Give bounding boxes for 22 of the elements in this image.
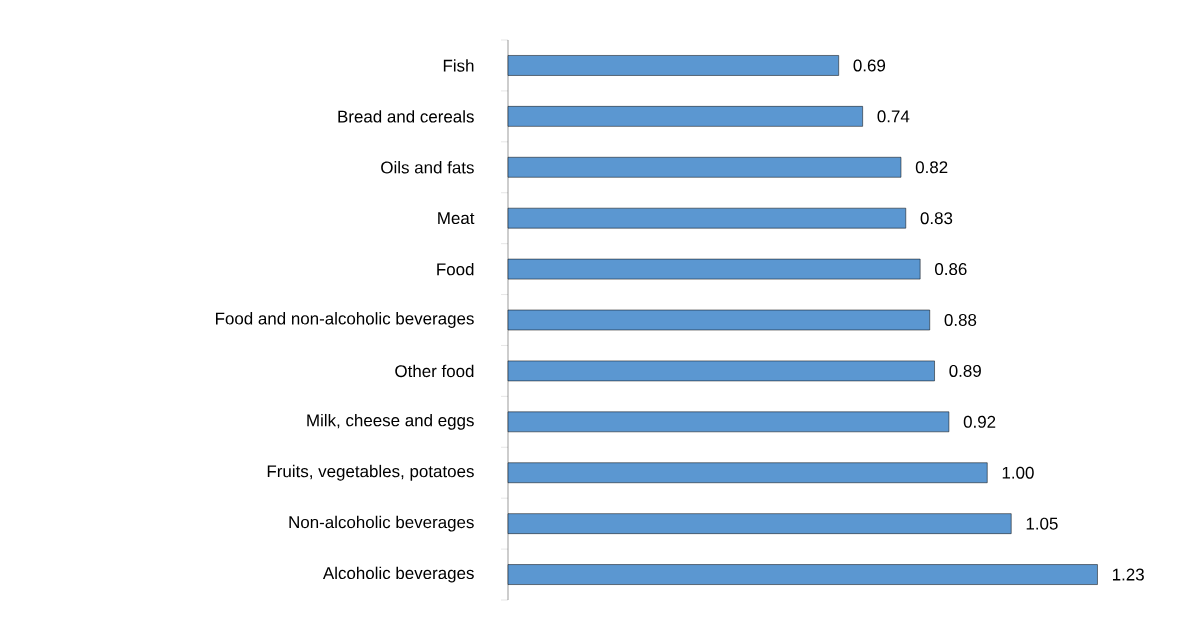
y-tick-label: Oils and fats: [381, 161, 474, 174]
data-label: 0.83: [920, 212, 953, 225]
data-label: 0.82: [915, 161, 948, 174]
data-label: 0.69: [853, 59, 886, 72]
y-tick-label: Non-alcoholic beverages: [289, 515, 474, 532]
data-label: 1.05: [1026, 517, 1058, 530]
y-tick-label: Other food: [395, 364, 474, 378]
y-tick-label: Fish: [443, 59, 474, 72]
data-label: 1.23: [1112, 568, 1144, 581]
y-tick-label: Meat: [438, 212, 475, 225]
y-tick-label: Bread and cereals: [338, 110, 474, 123]
data-label: 0.88: [944, 314, 977, 327]
data-label: 1.00: [1002, 466, 1034, 479]
y-tick-label: Fruits, vegetables, potatoes: [267, 464, 474, 481]
data-label: 0.92: [963, 415, 996, 428]
data-label: 0.89: [949, 364, 981, 377]
y-tick-label: Alcoholic beverages: [322, 566, 474, 583]
y-tick-label: Food: [437, 262, 474, 276]
y-tick-label: Food and non-alcoholic beverages: [216, 312, 474, 328]
data-label: 0.86: [935, 263, 967, 276]
y-tick-label: Milk, cheese and eggs: [307, 413, 474, 430]
data-label: 0.74: [877, 110, 910, 123]
